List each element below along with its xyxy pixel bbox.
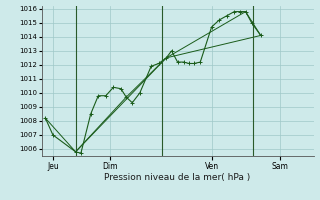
X-axis label: Pression niveau de la mer( hPa ): Pression niveau de la mer( hPa ) [104,173,251,182]
